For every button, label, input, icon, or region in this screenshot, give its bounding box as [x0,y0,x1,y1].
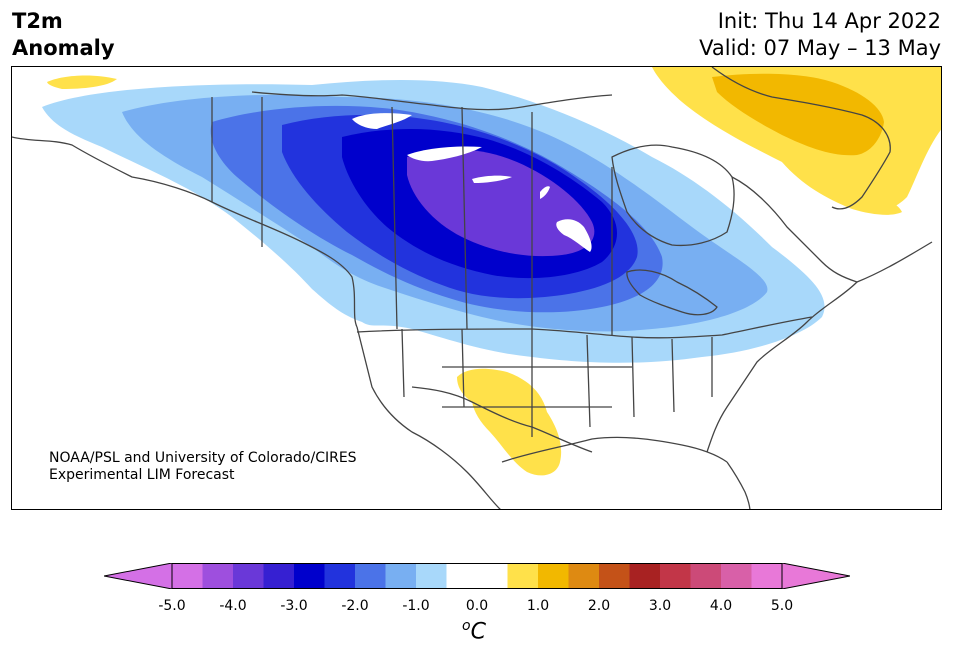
unit-base: C [470,619,486,645]
colorbar-tick-label: 4.0 [709,598,733,614]
colorbar-frame [171,563,783,589]
colorbar-over-extension [781,563,850,589]
title-line-2: Anomaly [12,36,115,60]
colorbar-segment [507,563,539,589]
contour-plus-0-5-arctic [47,75,117,89]
colorbar-tick-label: 1.0 [526,598,550,614]
us-mexico-border [411,386,593,453]
gulf-coast [501,436,728,463]
colorbar-tick-label: 3.0 [648,598,672,614]
florida [726,461,751,509]
lake-winnipeg [556,219,592,252]
contour-plus-0-5-southwest [457,368,562,476]
colorbar-segment [690,563,722,589]
colorbar-segment [202,563,234,589]
contour-plus-1-0-greenland [712,73,884,156]
reindeer-lake [540,186,550,199]
colorbar-segment [477,563,508,589]
colorbar-segment [751,563,783,589]
unit-superscript: o [462,618,471,634]
anomaly-map [11,66,942,510]
lake-athabasca [472,175,512,183]
colorbar-segment [385,563,417,589]
title-line-1: T2m [12,9,63,33]
arctic-coast [251,91,613,111]
colorbar-unit: oC [462,618,486,644]
colorbar-tick-label: 0.0 [465,598,489,614]
valid-range: Valid: 07 May – 13 May [699,36,941,60]
atlantic-coast [706,281,858,453]
credit-line-1: NOAA/PSL and University of Colorado/CIRE… [49,450,357,466]
colorbar-tick-label: 2.0 [587,598,611,614]
colorbar-tick-label: -1.0 [402,598,430,614]
colorbar [104,563,850,589]
colorbar-tick-label: -4.0 [219,598,247,614]
colorbar-segment [172,563,203,589]
colorbar-segment [324,563,356,589]
colorbar-tick-label: -2.0 [341,598,369,614]
labrador-coast [731,176,933,283]
colorbar-tick-label: -3.0 [280,598,308,614]
colorbar-segment [721,563,752,589]
colorbar-segment [446,563,478,589]
colorbar-segment [416,563,447,589]
province-lines [261,97,613,335]
colorbar-tick-label: 5.0 [770,598,794,614]
data-credit: NOAA/PSL and University of Colorado/CIRE… [49,450,357,484]
warm-anomaly-fill [47,67,941,476]
contour-plus-0-5-ne-canada [782,162,902,215]
colorbar-segment [538,563,569,589]
cold-anomaly-fill [42,80,825,363]
colorbar-segment [568,563,600,589]
map-title: T2m Anomaly [12,8,115,62]
colorbar-segment [599,563,630,589]
forecast-dates: Init: Thu 14 Apr 2022 Valid: 07 May – 13… [699,8,941,62]
contour-minus-3-0 [407,149,595,257]
colorbar-segment [294,563,325,589]
hudson-bay-coast [611,144,735,247]
colorbar-segment [263,563,295,589]
colorbar-segment [355,563,386,589]
init-date: Init: Thu 14 Apr 2022 [717,9,941,33]
map-svg [12,67,941,509]
credit-line-2: Experimental LIM Forecast [49,467,235,483]
pacific-coast [356,326,501,509]
colorbar-segment [233,563,264,589]
colorbar-tick-label: -5.0 [158,598,186,614]
coastlines-and-borders [12,67,933,509]
colorbar-under-extension [104,563,173,589]
greenland-coast [711,67,891,210]
us-canada-border [356,316,813,339]
colorbar-segment [660,563,691,589]
great-lakes [626,269,718,316]
colorbar-segment [629,563,661,589]
great-bear-lake [352,113,412,129]
state-lines-1 [401,328,713,437]
